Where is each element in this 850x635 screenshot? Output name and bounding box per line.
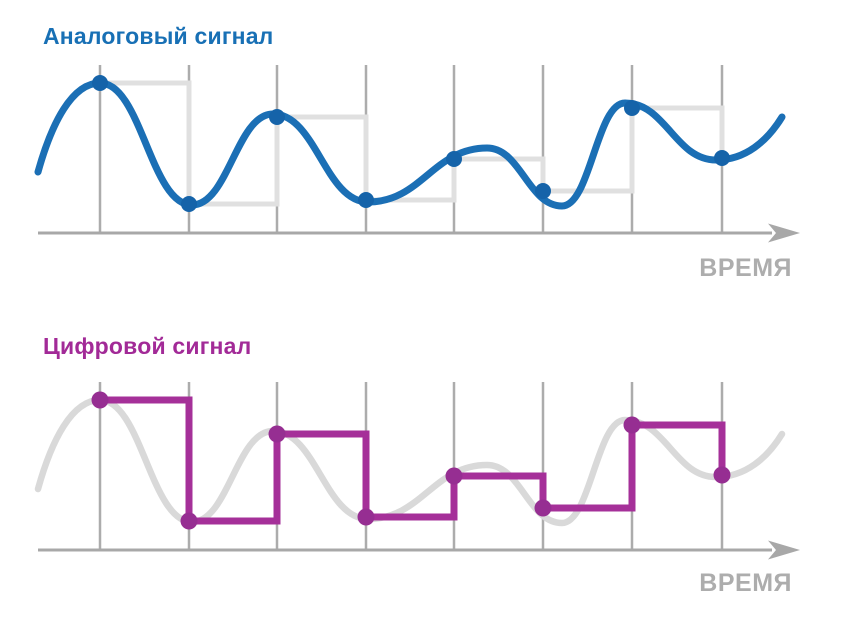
- sample-point-dot: [268, 425, 286, 443]
- analog-signal-plot: [34, 65, 800, 243]
- sample-point-dot: [180, 512, 198, 530]
- sample-point-dot: [713, 466, 731, 484]
- sample-point-dot: [535, 183, 551, 199]
- analog-time-axis-label: ВРЕМЯ: [699, 254, 792, 282]
- sample-point-dot: [92, 75, 108, 91]
- sample-point-dot: [358, 192, 374, 208]
- sample-point-dot: [91, 391, 109, 409]
- digital-time-axis-label: ВРЕМЯ: [699, 569, 792, 597]
- sample-point-dot: [624, 100, 640, 116]
- digital-signal-plot: [34, 382, 800, 560]
- sample-point-dot: [357, 508, 375, 526]
- sample-point-dot: [623, 416, 641, 434]
- signal-wave-curve: [34, 79, 786, 210]
- sampled-step-line: [100, 396, 726, 525]
- axis-arrow-icon: [768, 540, 800, 560]
- signal-wave-curve: [34, 396, 786, 527]
- analog-chart-title: Аналоговый сигнал: [43, 23, 274, 49]
- sample-point-dot: [534, 499, 552, 517]
- axis-arrow-icon: [768, 223, 800, 243]
- sampled-step-line: [100, 80, 725, 207]
- sample-point-dot: [269, 109, 285, 125]
- sample-point-dot: [181, 196, 197, 212]
- sample-point-dot: [714, 150, 730, 166]
- sample-point-dot: [446, 151, 462, 167]
- digital-chart-title: Цифровой сигнал: [43, 333, 252, 359]
- sample-point-dot: [445, 467, 463, 485]
